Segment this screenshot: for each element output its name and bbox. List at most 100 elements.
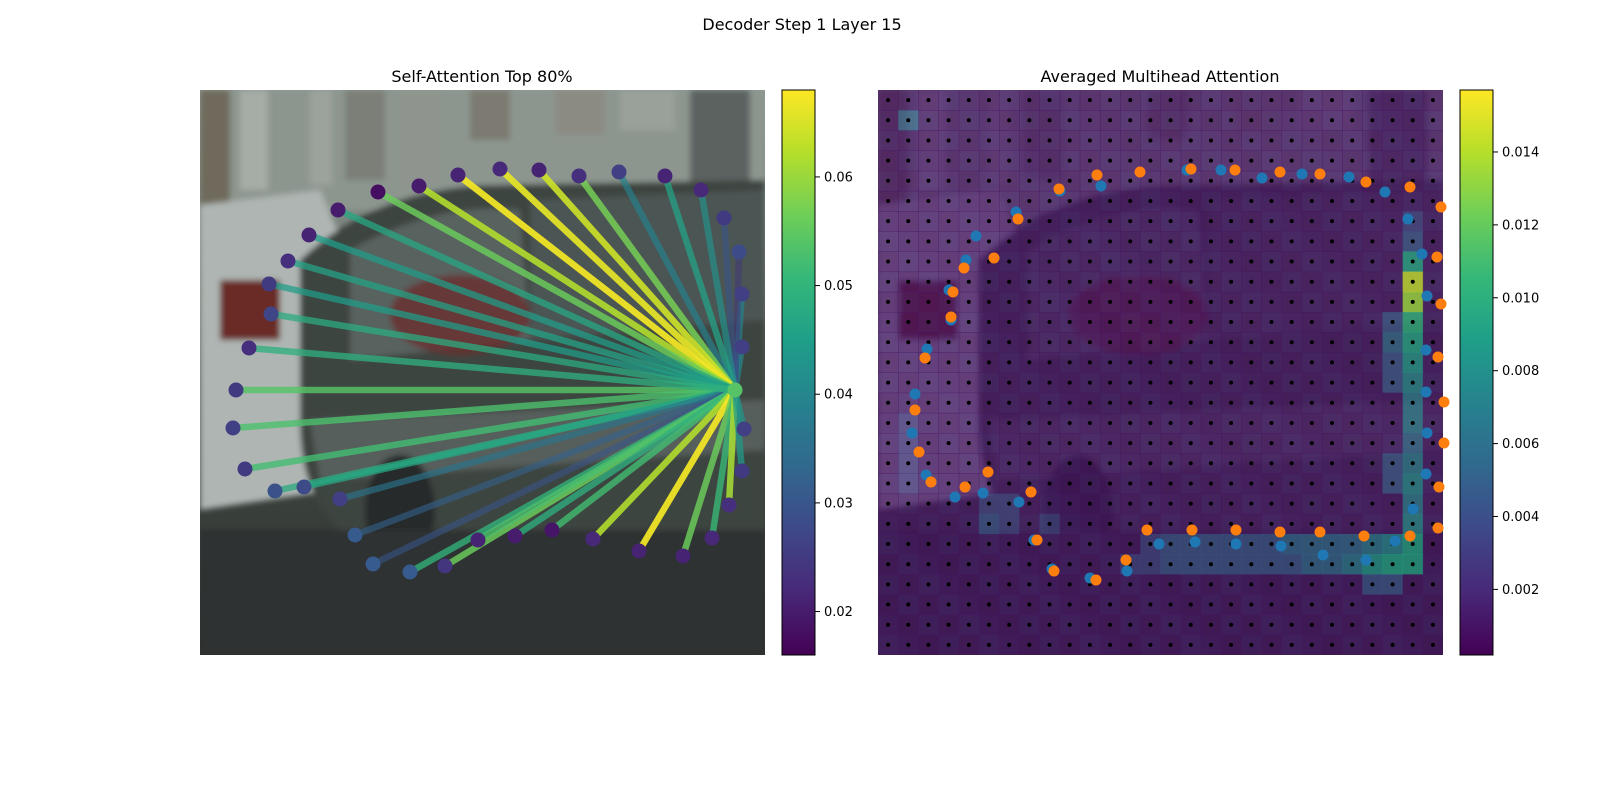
grid-dot [966, 279, 971, 284]
grid-dot [1269, 642, 1274, 647]
grid-dot [1330, 219, 1335, 224]
grid-dot [1390, 219, 1395, 224]
grid-dot [1289, 461, 1294, 466]
series-2-point [1090, 574, 1102, 586]
series-2-point [925, 476, 937, 488]
grid-dot [1289, 178, 1294, 183]
grid-dot [1148, 320, 1153, 325]
grid-dot [906, 279, 911, 284]
grid-dot [1350, 239, 1355, 244]
grid-dot [1309, 481, 1314, 486]
grid-dot [946, 400, 951, 405]
grid-dot [1229, 642, 1234, 647]
grid-dot [966, 178, 971, 183]
grid-dot [966, 320, 971, 325]
grid-dot [1229, 118, 1234, 123]
grid-dot [1390, 158, 1395, 163]
grid-dot [966, 299, 971, 304]
grid-dot [906, 219, 911, 224]
grid-dot [1430, 501, 1435, 506]
grid-dot [1047, 360, 1052, 365]
grid-dot [1067, 239, 1072, 244]
grid-dot [906, 118, 911, 123]
grid-dot [1249, 340, 1254, 345]
grid-dot [1067, 98, 1072, 103]
grid-dot [906, 521, 911, 526]
grid-dot [1007, 259, 1012, 264]
grid-dot [1007, 501, 1012, 506]
grid-dot [1128, 582, 1133, 587]
grid-dot [906, 98, 911, 103]
grid-dot [1289, 380, 1294, 385]
grid-dot [1007, 481, 1012, 486]
grid-dot [986, 562, 991, 567]
grid-dot [1128, 158, 1133, 163]
grid-dot [1168, 380, 1173, 385]
grid-dot [906, 542, 911, 547]
grid-dot [1108, 582, 1113, 587]
series-2-point [1404, 181, 1416, 193]
grid-dot [1148, 118, 1153, 123]
grid-dot [1168, 582, 1173, 587]
grid-dot [886, 542, 891, 547]
grid-dot [1087, 441, 1092, 446]
grid-dot [1087, 400, 1092, 405]
grid-dot [1208, 259, 1213, 264]
series-1-point [921, 343, 933, 355]
grid-dot [1007, 602, 1012, 607]
grid-dot [946, 622, 951, 627]
grid-dot [1410, 461, 1415, 466]
attention-node-21 [734, 339, 750, 355]
attention-node-3 [237, 461, 253, 477]
grid-dot [1229, 299, 1234, 304]
grid-dot [1269, 542, 1274, 547]
grid-dot [1087, 198, 1092, 203]
grid-dot [986, 178, 991, 183]
grid-dot [1027, 219, 1032, 224]
series-1-point [906, 427, 918, 439]
grid-dot [1128, 138, 1133, 143]
grid-dot [1108, 562, 1113, 567]
series-2-point [947, 286, 959, 298]
grid-dot [1330, 582, 1335, 587]
grid-dot [1269, 118, 1274, 123]
grid-dot [1390, 178, 1395, 183]
grid-dot [1067, 521, 1072, 526]
right-panel-title: Averaged Multihead Attention [1041, 67, 1280, 86]
series-1-point [1013, 496, 1025, 508]
attention-node-27 [611, 164, 627, 180]
grid-dot [1390, 239, 1395, 244]
grid-dot [1229, 259, 1234, 264]
grid-dot [946, 98, 951, 103]
series-2-point [1230, 524, 1242, 536]
series-1-point [1420, 386, 1432, 398]
grid-dot [1188, 219, 1193, 224]
grid-dot [1208, 602, 1213, 607]
grid-dot [906, 481, 911, 486]
grid-dot [1249, 219, 1254, 224]
grid-dot [1350, 400, 1355, 405]
series-2-point [1435, 201, 1447, 213]
grid-dot [1027, 178, 1032, 183]
grid-dot [1148, 461, 1153, 466]
grid-dot [946, 279, 951, 284]
grid-dot [1148, 299, 1153, 304]
grid-dot [966, 542, 971, 547]
grid-dot [1309, 602, 1314, 607]
grid-dot [986, 441, 991, 446]
grid-dot [946, 118, 951, 123]
grid-dot [1370, 320, 1375, 325]
grid-dot [1128, 340, 1133, 345]
grid-dot [1067, 158, 1072, 163]
grid-dot [1108, 118, 1113, 123]
grid-dot [1249, 138, 1254, 143]
series-2-point [1048, 565, 1060, 577]
series-2-point [1433, 481, 1445, 493]
grid-dot [1007, 360, 1012, 365]
grid-dot [1007, 521, 1012, 526]
attention-edge-27 [615, 168, 739, 394]
grid-dot [1269, 582, 1274, 587]
attention-edge-8 [369, 386, 739, 568]
series-2-point [958, 262, 970, 274]
grid-dot [886, 138, 891, 143]
